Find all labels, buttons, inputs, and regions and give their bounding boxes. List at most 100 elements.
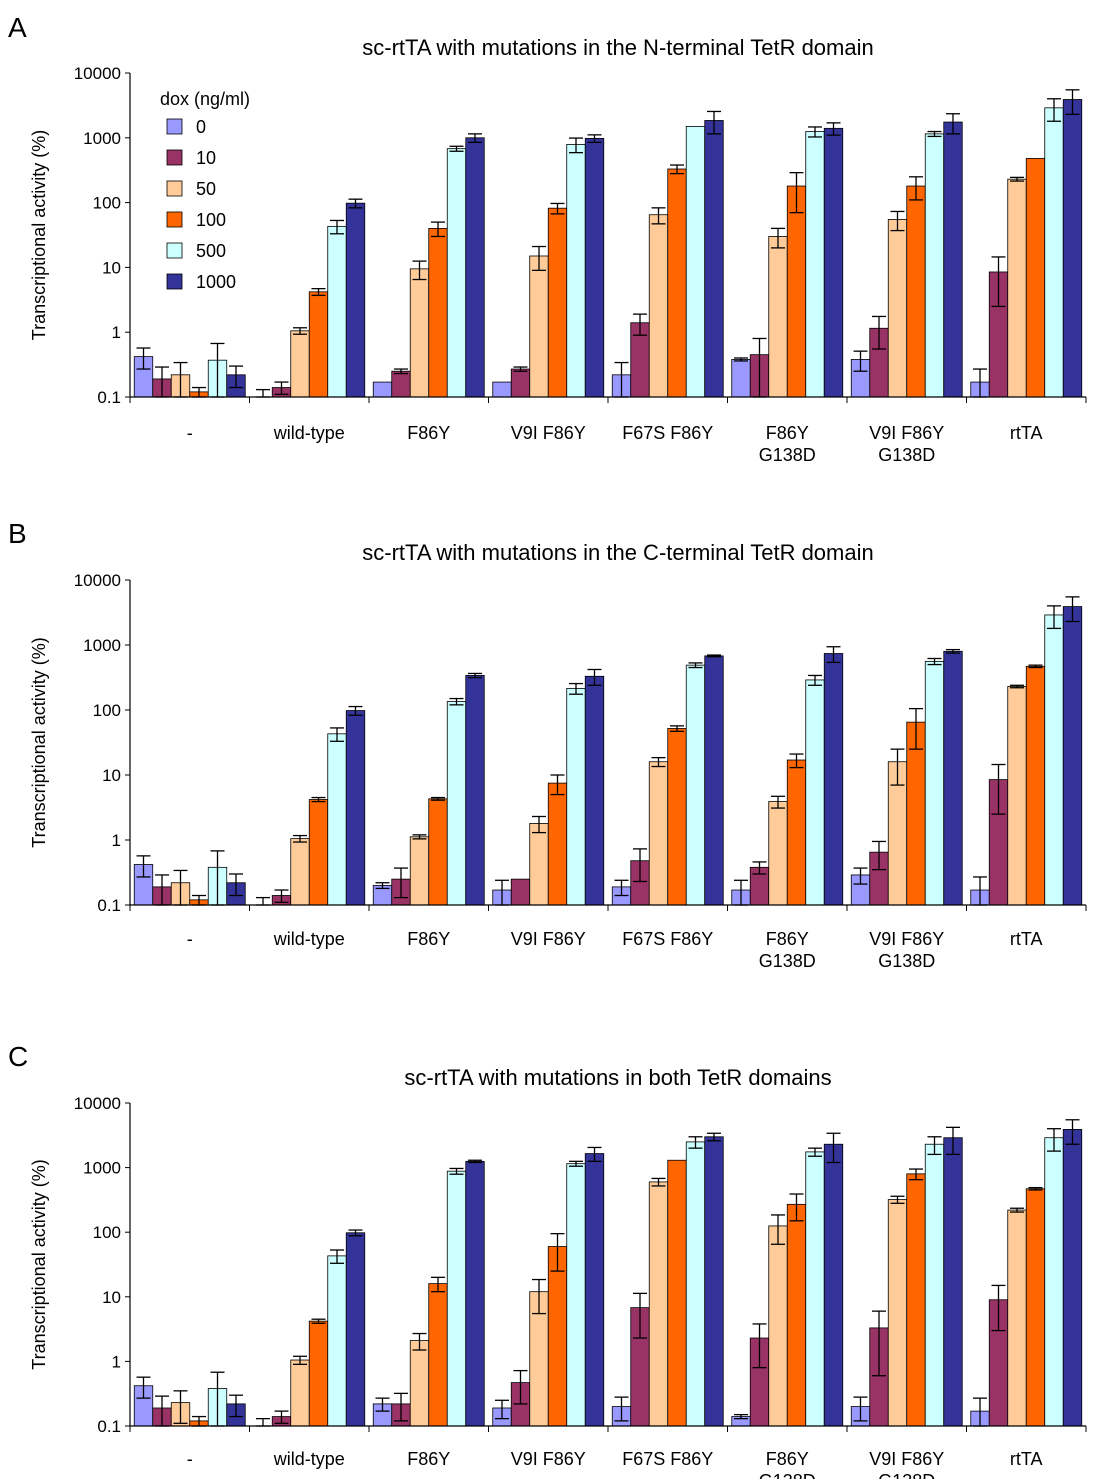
legend-swatch: [166, 180, 183, 197]
category-label: F86Y: [407, 929, 450, 949]
category-label: G138D: [759, 951, 816, 971]
category-label: G138D: [759, 445, 816, 465]
category-label: G138D: [878, 951, 935, 971]
bar-dox-100: [1025, 1188, 1046, 1427]
category-label: F86Y: [407, 1449, 450, 1469]
bar-dox-1000: [584, 137, 605, 398]
category-label: F86Y: [766, 929, 809, 949]
category-label: F67S F86Y: [622, 423, 713, 443]
y-axis-label: Transcriptional activity (%): [29, 1159, 49, 1369]
category-label: wild-type: [273, 1449, 345, 1469]
category-label: F86Y: [766, 1449, 809, 1469]
bar-dox-100: [667, 168, 687, 398]
bar-dox-0: [731, 359, 751, 398]
category-label: F67S F86Y: [622, 1449, 713, 1469]
chart-title: sc-rtTA with mutations in the N-terminal…: [362, 35, 873, 60]
legend-item: 100: [196, 210, 226, 230]
bar-dox-1000: [823, 127, 844, 398]
bar-dox-0: [372, 381, 393, 398]
category-label: rtTA: [1010, 929, 1043, 949]
bar-dox-500: [1044, 107, 1064, 398]
bar-dox-100: [428, 798, 448, 906]
category-label: F86Y: [766, 423, 809, 443]
y-tick-label: 0.1: [97, 1417, 121, 1436]
y-tick-label: 10000: [74, 571, 121, 590]
bar-dox-100: [786, 185, 807, 398]
bar-dox-1000: [1062, 1129, 1083, 1427]
bar-dox-1000: [704, 1136, 724, 1427]
bar-dox-1000: [823, 653, 844, 906]
category-label: wild-type: [273, 929, 345, 949]
bar-dox-500: [924, 1143, 945, 1427]
y-tick-label: 1: [112, 831, 121, 850]
bar-dox-100: [547, 782, 568, 906]
bar-dox-50: [768, 236, 788, 398]
bar-dox-100: [786, 1203, 807, 1427]
chart-panel-c: Csc-rtTA with mutations in both TetR dom…: [8, 1041, 1087, 1479]
bar-dox-100: [308, 291, 329, 398]
bar-dox-50: [887, 1199, 908, 1427]
bar-dox-1000: [465, 1160, 485, 1427]
bar-dox-50: [290, 838, 310, 906]
legend-item: 50: [196, 179, 216, 199]
bar-dox-50: [648, 214, 669, 398]
panel-label: B: [8, 518, 27, 549]
bar-dox-500: [685, 125, 706, 398]
legend-title: dox (ng/ml): [160, 89, 250, 109]
legend-swatch: [166, 118, 183, 135]
panel-label: A: [8, 12, 27, 43]
bar-dox-1000: [584, 675, 605, 906]
bar-dox-10: [510, 368, 531, 398]
legend: dox (ng/ml) 0 10 50 100 500 1000: [160, 89, 250, 292]
category-label: G138D: [759, 1471, 816, 1479]
bar-dox-50: [768, 801, 788, 906]
bar-dox-50: [1007, 1209, 1027, 1427]
bar-dox-50: [409, 836, 430, 906]
category-label: wild-type: [273, 423, 345, 443]
bar-dox-10: [510, 878, 531, 906]
legend-swatch: [166, 211, 183, 228]
bar-dox-500: [566, 687, 586, 906]
category-label: G138D: [878, 1471, 935, 1479]
bar-dox-500: [446, 701, 467, 906]
y-tick-label: 10000: [74, 64, 121, 83]
bar-dox-1000: [704, 120, 724, 398]
legend-item: 10: [196, 148, 216, 168]
bar-dox-500: [327, 733, 347, 906]
y-tick-label: 10: [102, 1288, 121, 1307]
bar-dox-100: [547, 207, 568, 398]
bar-dox-100: [308, 1320, 329, 1427]
bar-dox-500: [805, 679, 825, 906]
chart-panel-b: Bsc-rtTA with mutations in the C-termina…: [8, 518, 1087, 971]
legend-item: 500: [196, 241, 226, 261]
bar-dox-500: [685, 1141, 706, 1427]
bar-dox-0: [492, 381, 512, 398]
bar-dox-500: [805, 1151, 825, 1427]
y-tick-label: 1000: [83, 636, 121, 655]
legend-swatch: [166, 273, 183, 290]
category-label: F86Y: [407, 423, 450, 443]
bar-dox-1000: [943, 121, 963, 398]
y-tick-label: 1000: [83, 129, 121, 148]
bar-dox-500: [446, 148, 467, 398]
bar-dox-50: [290, 330, 310, 398]
bar-dox-100: [547, 1246, 568, 1427]
bar-dox-50: [290, 1359, 310, 1427]
y-tick-label: 1000: [83, 1159, 121, 1178]
y-axis-label: Transcriptional activity (%): [29, 130, 49, 340]
bar-dox-500: [924, 660, 945, 906]
bar-dox-100: [428, 227, 448, 398]
bar-dox-100: [428, 1283, 448, 1427]
bar-dox-1000: [465, 137, 485, 398]
bar-dox-100: [667, 728, 687, 906]
y-tick-label: 10: [102, 766, 121, 785]
y-axis-label: Transcriptional activity (%): [29, 637, 49, 847]
bar-dox-50: [648, 1181, 669, 1427]
bar-dox-1000: [943, 650, 963, 906]
category-label: rtTA: [1010, 423, 1043, 443]
legend-item: 1000: [196, 272, 236, 292]
category-label: G138D: [878, 445, 935, 465]
bar-dox-1000: [584, 1153, 605, 1427]
bar-dox-500: [327, 1255, 347, 1427]
bar-dox-500: [566, 1163, 586, 1427]
